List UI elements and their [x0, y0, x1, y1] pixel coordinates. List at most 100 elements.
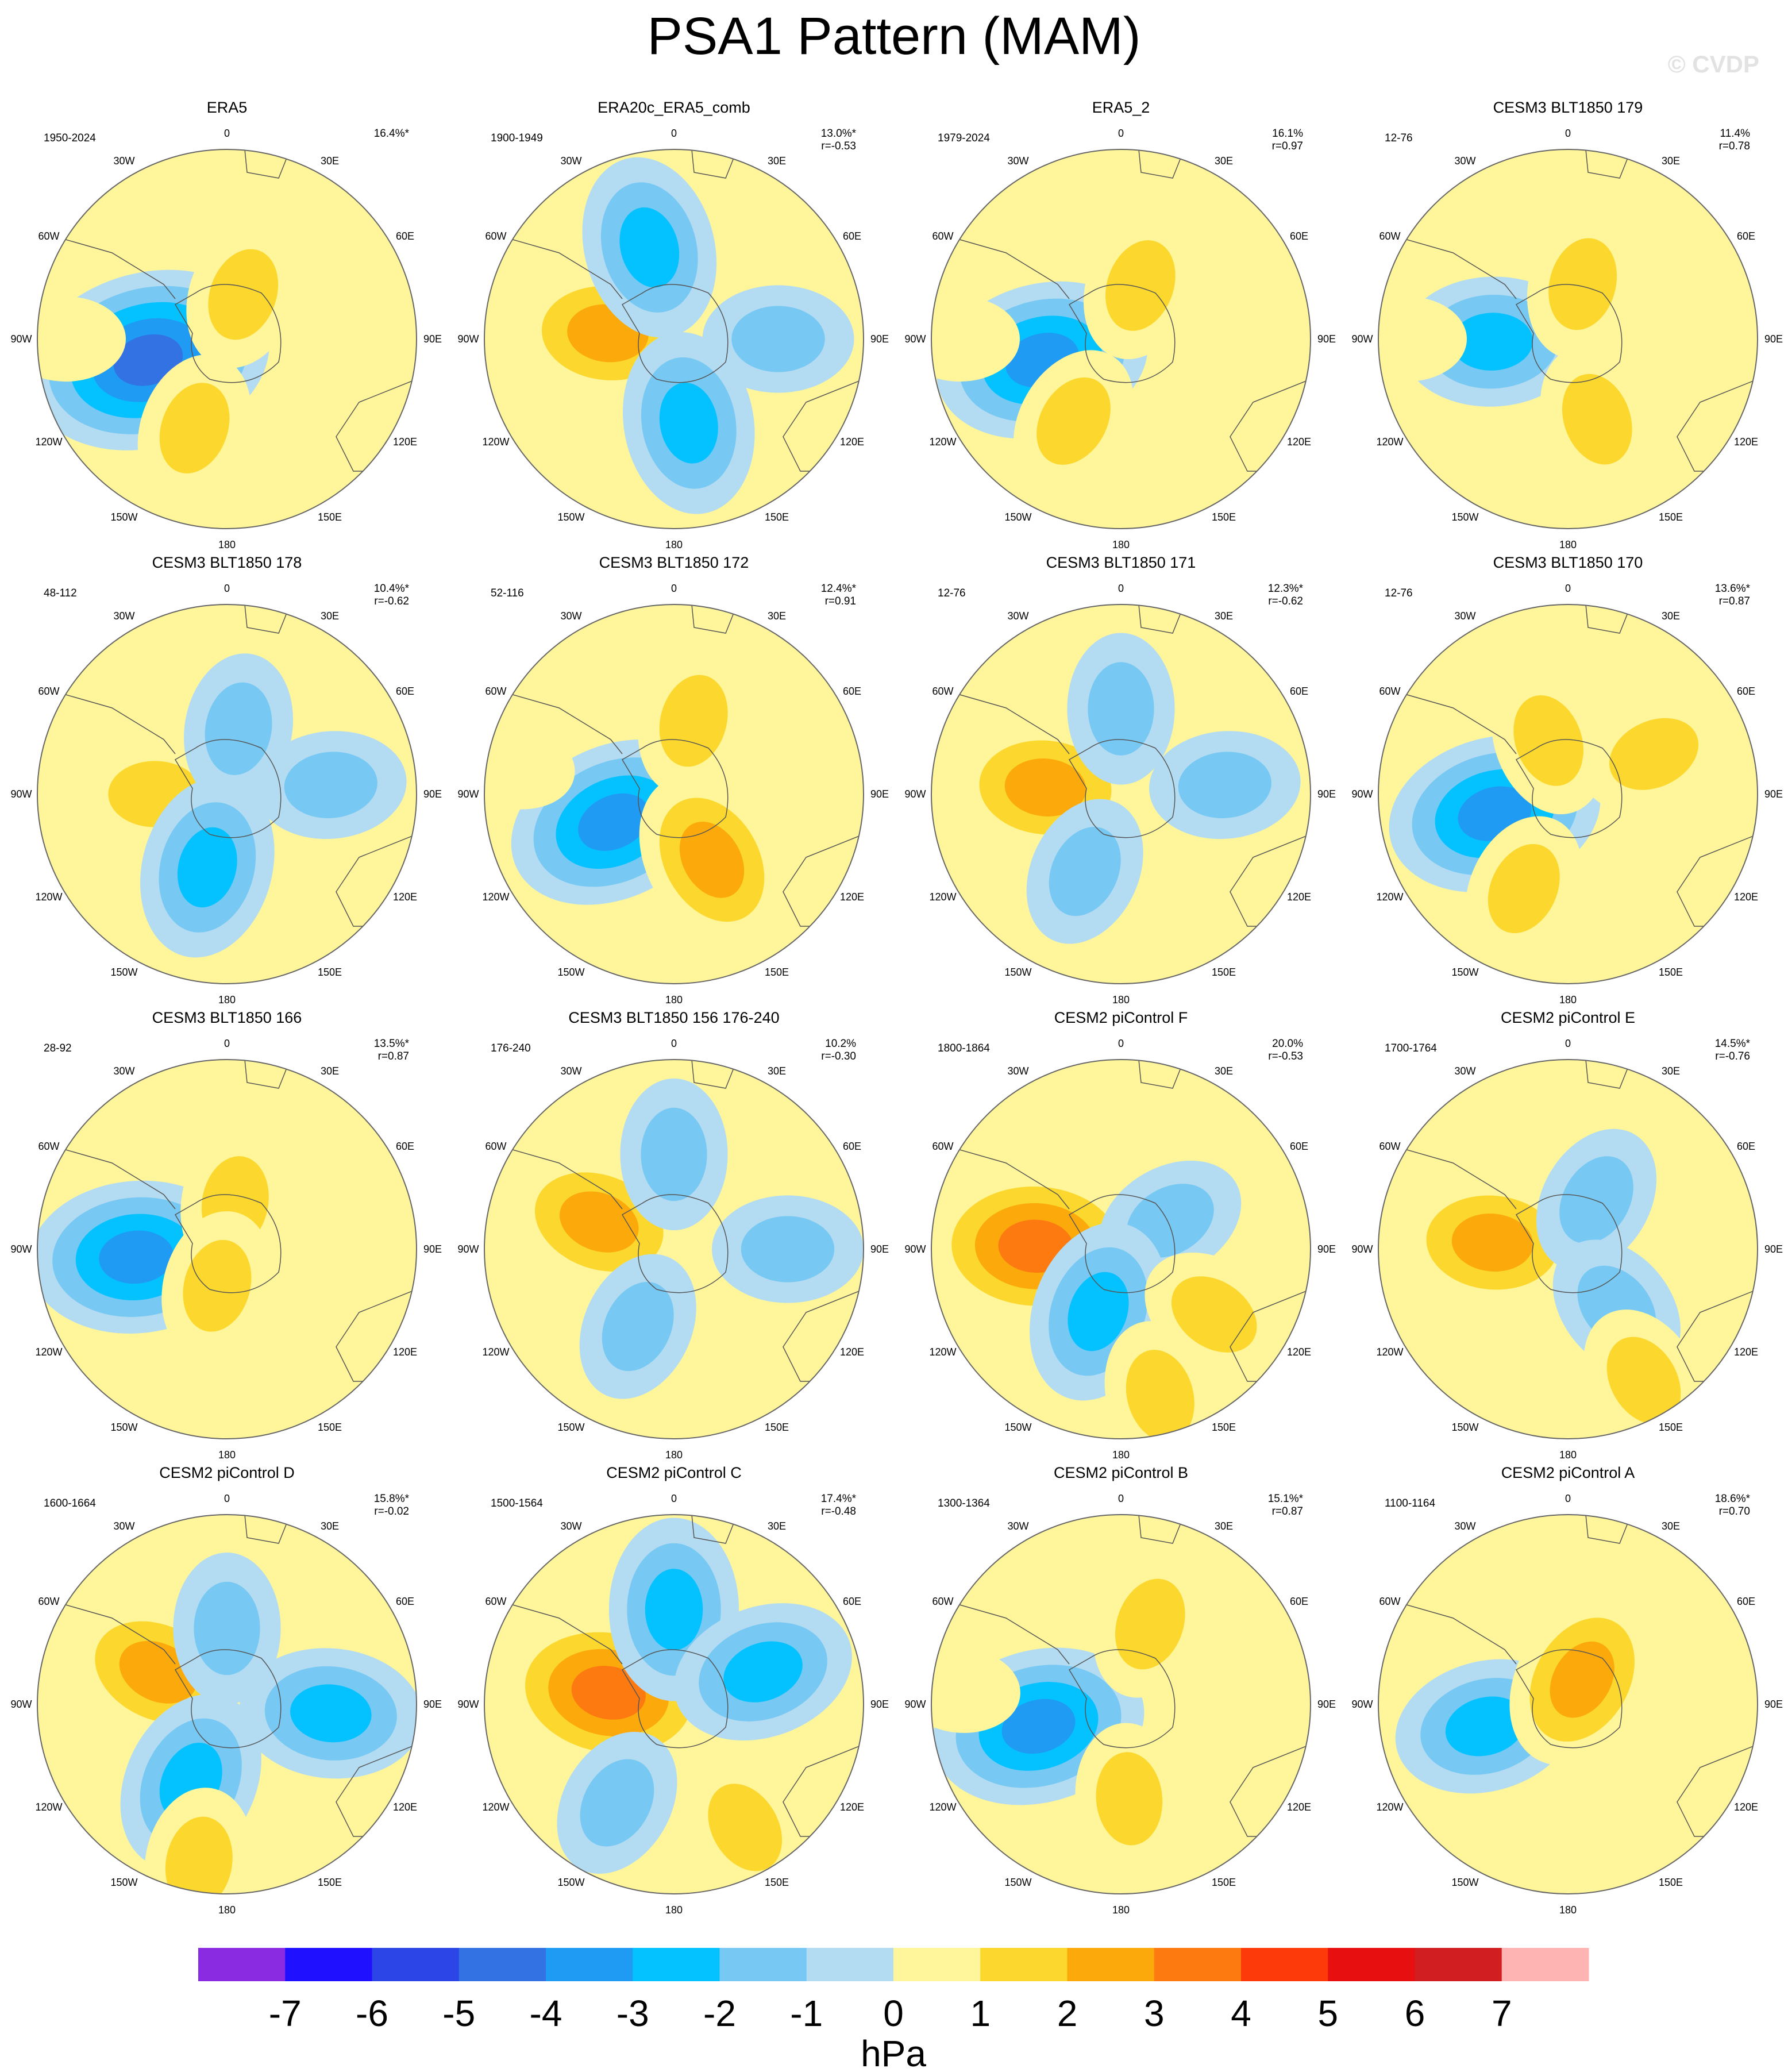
colorbar-swatch [1415, 1948, 1502, 1981]
colorbar-swatch [285, 1948, 372, 1981]
longitude-label: 180 [218, 1904, 236, 1916]
longitude-label: 60W [485, 1596, 506, 1607]
africa-coastline [1138, 1060, 1185, 1089]
contour-negative-2 [1088, 662, 1154, 756]
panel-title: CESM2 piControl F [1054, 1009, 1188, 1026]
contour-positive-2 [1171, 1276, 1257, 1353]
antarctica-coastline [1068, 1649, 1176, 1749]
longitude-label: 90E [870, 1699, 889, 1710]
longitude-label: 90W [904, 333, 926, 345]
longitude-label: 90E [870, 333, 889, 345]
longitude-label: 120E [1287, 891, 1311, 903]
contour-negative-3 [177, 827, 237, 908]
colorbar-swatch [1501, 1948, 1589, 1981]
longitude-label: 120E [393, 1801, 417, 1813]
longitude-label: 30E [1662, 155, 1680, 167]
antarctica-coastline [1515, 739, 1623, 838]
panel-years: 176-240 [491, 1042, 531, 1054]
longitude-label: 0 [1565, 1038, 1571, 1049]
longitude-label: 90E [1764, 788, 1783, 800]
panel-variance-pct: 15.1%* [1267, 1493, 1303, 1505]
contour-positive-2 [1548, 238, 1617, 330]
longitude-label: 60E [1737, 1596, 1755, 1607]
longitude-label: 150W [1451, 511, 1478, 523]
panel-variance-pct: 18.6%* [1714, 1493, 1750, 1505]
longitude-label: 150E [318, 1877, 342, 1888]
longitude-label: 150W [557, 511, 584, 523]
polar-map: 0 30E 60E 90E 120E 150E 180 150W 120W 90W 60W 30W [457, 1038, 889, 1461]
contour-positive-2 [1126, 1350, 1194, 1439]
longitude-label: 60E [396, 1141, 414, 1152]
longitude-label: 0 [1565, 583, 1571, 594]
longitude-label: 60E [1737, 230, 1755, 242]
longitude-label: 30E [1662, 1065, 1680, 1077]
africa-coastline [691, 1515, 738, 1544]
panel-variance-pct: 16.1% [1272, 128, 1303, 140]
colorbar-tick-label: -4 [530, 1993, 562, 2034]
antarctica-coastline [1515, 1649, 1623, 1749]
longitude-label: 60W [38, 230, 59, 242]
longitude-label: 150W [110, 1422, 137, 1433]
longitude-label: 30E [1215, 1520, 1233, 1532]
contour-positive-2 [1105, 240, 1176, 331]
colorbar-swatch [806, 1948, 894, 1981]
longitude-label: 120E [840, 1801, 864, 1813]
longitude-label: 30E [1662, 610, 1680, 622]
longitude-label: 30W [560, 610, 581, 622]
polar-map: 0 30E 60E 90E 120E 150E 180 150W 120W 90W 60W 30W [1351, 583, 1783, 1006]
contour-negative-3 [723, 1641, 803, 1703]
longitude-label: 0 [224, 1038, 230, 1049]
contour-positive-2 [1606, 1337, 1681, 1424]
map-panel: CESM3 BLT1850 171 12-76 12.3%* r=-0.62 0 30E 6… [897, 553, 1344, 1007]
contour-positive-2 [1488, 844, 1560, 934]
longitude-label: 180 [665, 1449, 683, 1461]
panel-years: 1100-1164 [1385, 1497, 1436, 1509]
south-america-coastline [37, 1139, 176, 1210]
longitude-label: 30W [1007, 610, 1028, 622]
antarctica-coastline [1068, 1194, 1176, 1293]
panel-correlation: r=0.87 [1271, 1505, 1303, 1518]
contour-negative-2 [1049, 827, 1121, 916]
polar-map: 0 30E 60E 90E 120E 150E 180 150W 120W 90W 60W 30W [457, 128, 889, 550]
africa-coastline [1138, 604, 1185, 634]
panel-correlation: r=-0.53 [821, 140, 856, 152]
longitude-label: 120W [929, 1801, 956, 1813]
colorbar-swatch [980, 1948, 1068, 1981]
south-america-coastline [1378, 1139, 1517, 1210]
longitude-label: 30E [1215, 155, 1233, 167]
longitude-label: 150W [1451, 1422, 1478, 1433]
longitude-label: 60W [38, 685, 59, 697]
longitude-label: 0 [224, 583, 230, 594]
longitude-label: 90W [904, 788, 926, 800]
polar-map: 0 30E 60E 90E 120E 150E 180 150W 120W 90W 60W 30W [10, 128, 442, 550]
contour-negative-2 [741, 1216, 835, 1283]
panel-correlation: r=0.87 [1718, 595, 1750, 607]
longitude-label: 60E [396, 685, 414, 697]
contour-positive-2 [1513, 695, 1583, 786]
longitude-label: 150W [557, 1422, 584, 1433]
contour-positive-2 [1036, 377, 1111, 465]
longitude-label: 90E [423, 1243, 442, 1255]
panel-years: 1800-1864 [938, 1042, 990, 1054]
contour-negative-2 [580, 1759, 654, 1847]
longitude-label: 90W [1351, 788, 1373, 800]
longitude-label: 30W [1454, 610, 1475, 622]
longitude-label: 120E [840, 891, 864, 903]
panel-title: CESM3 BLT1850 179 [1493, 99, 1643, 116]
longitude-label: 120W [929, 1346, 956, 1358]
panel-correlation: r=-0.30 [821, 1050, 856, 1062]
contour-negative-4 [1001, 1699, 1076, 1754]
map-panel: ERA5_2 1979-2024 16.1% r=0.97 0 30E 60E 90E 120E… [897, 98, 1344, 552]
longitude-label: 120W [35, 1346, 62, 1358]
map-panel: ERA20c_ERA5_comb 1900-1949 13.0%* r=-0.53 0 3… [450, 98, 897, 552]
polar-map: 0 30E 60E 90E 120E 150E 180 150W 120W 90W 60W 30W [904, 128, 1336, 550]
contour-negative-5 [113, 334, 183, 386]
panel-years: 1300-1364 [938, 1497, 990, 1509]
longitude-label: 90E [870, 788, 889, 800]
africa-coastline [1138, 149, 1185, 179]
panel-title: CESM3 BLT1850 171 [1046, 554, 1196, 571]
longitude-label: 30W [1454, 155, 1475, 167]
colorbar-tick-label: 5 [1317, 1993, 1338, 2034]
africa-coastline [1585, 149, 1632, 179]
colorbar-tick-label: 3 [1144, 1993, 1165, 2034]
